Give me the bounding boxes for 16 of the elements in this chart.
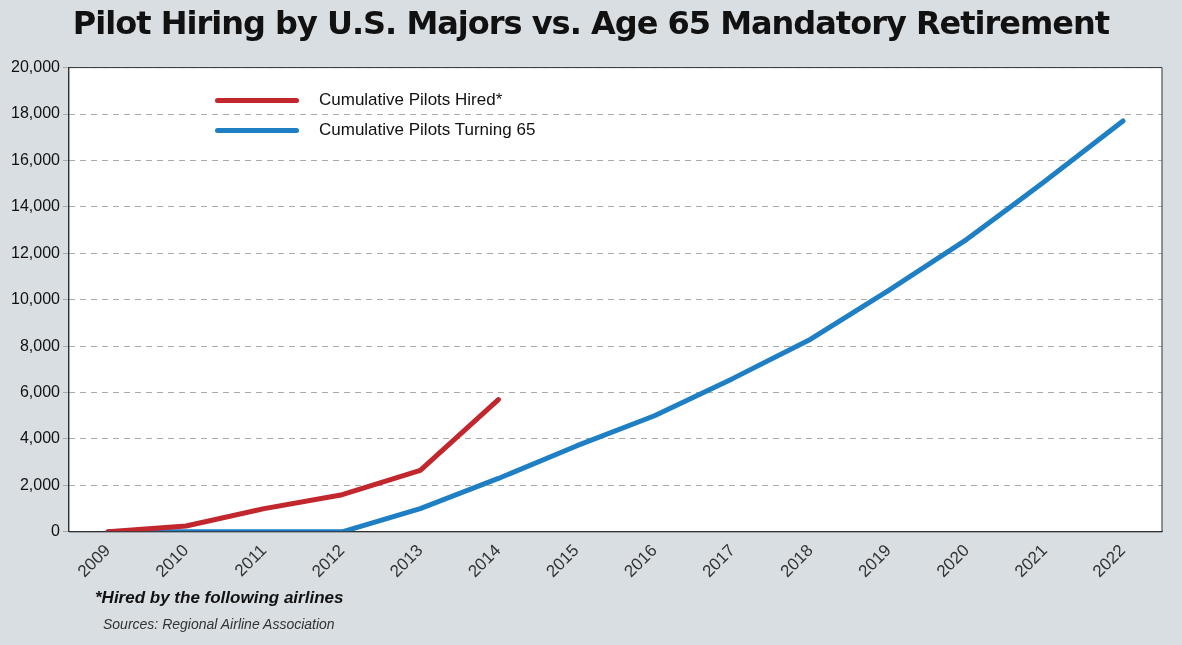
y-tick-label: 14,000 bbox=[11, 197, 61, 215]
y-tick-label: 6,000 bbox=[19, 382, 61, 400]
y-tick-label: 4,000 bbox=[19, 429, 61, 447]
y-tick-label: 0 bbox=[51, 522, 61, 540]
y-tick-label: 12,000 bbox=[11, 243, 61, 261]
y-tick-label: 2,000 bbox=[19, 475, 61, 493]
text: *Hired by the following airlines bbox=[95, 588, 344, 608]
y-tick-label: 10,000 bbox=[11, 290, 61, 308]
source-note: Sources: Regional Airline Association bbox=[103, 616, 336, 632]
legend-label: Cumulative Pilots Hired* bbox=[319, 90, 503, 110]
legend-label: Cumulative Pilots Turning 65 bbox=[319, 120, 536, 140]
y-tick-label: 18,000 bbox=[11, 104, 61, 122]
y-tick-label: 16,000 bbox=[11, 150, 61, 168]
chart-title: Pilot Hiring by U.S. Majors vs. Age 65 Mandatory Retirement bbox=[71, 4, 1111, 42]
y-tick-label: 20,000 bbox=[11, 58, 61, 76]
y-tick-label: 8,000 bbox=[19, 336, 61, 354]
